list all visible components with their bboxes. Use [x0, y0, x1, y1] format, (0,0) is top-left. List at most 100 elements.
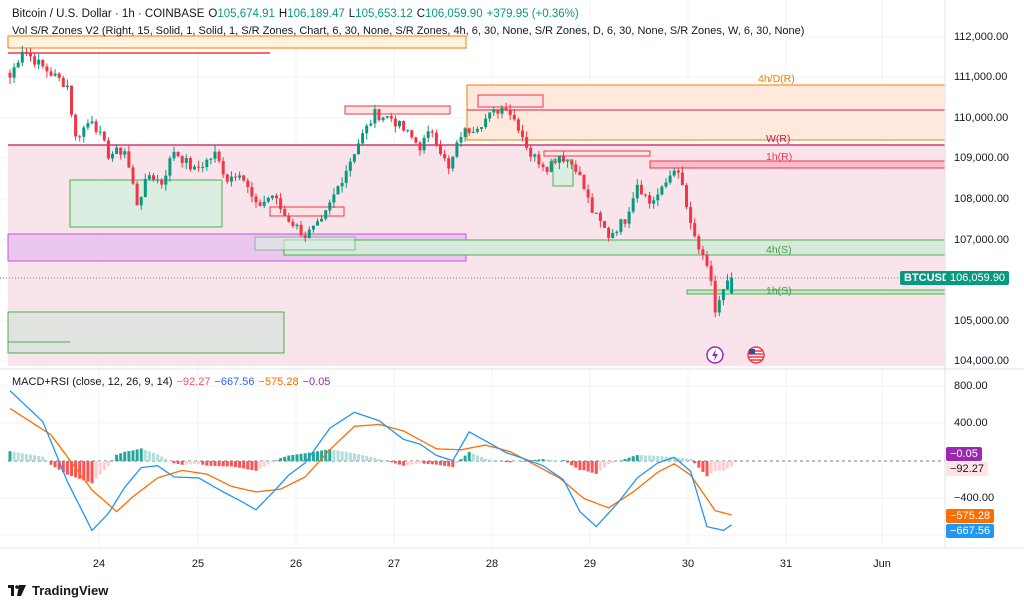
- histogram-bar: [533, 459, 537, 461]
- histogram-bar: [689, 458, 693, 461]
- histogram-bar: [20, 453, 24, 461]
- candle-body: [234, 176, 237, 178]
- candle-body: [525, 137, 529, 148]
- histogram-bar: [726, 461, 729, 469]
- candle-body: [631, 198, 635, 212]
- histogram-bar: [135, 449, 139, 461]
- candle-body: [29, 53, 32, 57]
- histogram-bar: [496, 460, 500, 462]
- candle-body: [537, 154, 541, 165]
- histogram-bar: [70, 461, 73, 477]
- histogram-bar: [705, 461, 709, 477]
- indicator-title[interactable]: Vol S/R Zones V2 (Right, 15, Solid, 1, S…: [12, 25, 805, 37]
- open-label: O: [208, 8, 218, 20]
- zone-top-resistance: [7, 35, 467, 49]
- candle-body: [37, 59, 41, 65]
- candle-body: [529, 147, 533, 157]
- histogram-bar: [78, 461, 82, 479]
- histogram-bar: [488, 459, 492, 461]
- candle-body: [348, 161, 352, 171]
- histogram-bar: [328, 449, 332, 461]
- histogram-bar: [504, 461, 508, 463]
- candle-body: [381, 117, 385, 121]
- candle-body: [24, 51, 28, 54]
- histogram-bar: [717, 461, 721, 471]
- candle-body: [369, 123, 373, 126]
- histogram-bar: [258, 461, 262, 469]
- histogram-bar: [106, 461, 110, 466]
- histogram-bar: [139, 448, 143, 461]
- tradingview-logo[interactable]: TradingView: [8, 583, 108, 598]
- histogram-bar: [348, 452, 352, 461]
- candle-body: [12, 67, 16, 78]
- candle-body: [582, 175, 586, 190]
- candle-body: [123, 151, 127, 155]
- symbol-title[interactable]: Bitcoin / U.S. Dollar · 1h · COINBASE: [12, 8, 205, 20]
- price-tick: 107,000.00: [954, 234, 1010, 246]
- event-icons[interactable]: [706, 346, 765, 364]
- candle-body: [115, 147, 119, 155]
- histogram-bar: [53, 461, 57, 468]
- candle-body: [603, 221, 606, 228]
- candle-body: [557, 155, 561, 163]
- zone-label-w-r: W(R): [766, 133, 791, 145]
- histogram-bar: [303, 453, 307, 461]
- histogram-bar: [373, 457, 377, 461]
- histogram-bar: [217, 461, 221, 467]
- histogram-bar: [123, 451, 127, 461]
- candle-body: [307, 229, 311, 238]
- candle-body: [467, 128, 471, 133]
- candle-body: [480, 127, 483, 129]
- histogram-bar: [676, 457, 680, 461]
- candle-body: [615, 231, 619, 233]
- histogram-bar: [500, 461, 504, 462]
- price-tick: 104,000.00: [954, 355, 1010, 367]
- macd-histogram: [8, 448, 734, 484]
- candle-body: [283, 208, 287, 216]
- histogram-bar: [644, 455, 647, 461]
- histogram-bar: [229, 461, 233, 467]
- candle-body: [279, 198, 283, 209]
- histogram-bar: [377, 458, 381, 461]
- signal-line: [9, 407, 732, 516]
- macd-title[interactable]: MACD+RSI (close, 12, 26, 9, 14): [12, 376, 173, 388]
- candle-body: [418, 142, 422, 151]
- candle-body: [521, 130, 524, 138]
- candle-body: [668, 175, 672, 183]
- zone-label-4h-s: 4h(S): [766, 244, 792, 256]
- histogram-bar: [611, 461, 615, 463]
- price-tick: 108,000.00: [954, 193, 1010, 205]
- histogram-bar: [279, 458, 283, 461]
- histogram-bar: [680, 458, 684, 461]
- candle-body: [484, 118, 488, 128]
- histogram-bar: [635, 455, 639, 461]
- candle-body: [65, 85, 69, 88]
- histogram-bar: [209, 461, 213, 466]
- histogram-bar: [545, 459, 549, 461]
- macd-value: −667.56: [214, 376, 255, 388]
- candle-body: [471, 131, 475, 133]
- candle-body: [594, 212, 598, 214]
- histogram-bar: [115, 454, 119, 461]
- histogram-bar: [590, 461, 594, 473]
- candle-body: [455, 142, 459, 157]
- candle-body: [143, 179, 147, 198]
- histogram-bar: [119, 453, 123, 461]
- close-value: 106,059.90: [425, 8, 483, 20]
- histogram-bar: [299, 453, 303, 461]
- date-tick: 26: [289, 558, 303, 570]
- histogram-bar: [570, 461, 574, 466]
- candle-body: [500, 107, 504, 114]
- candle-body: [352, 154, 356, 162]
- rsi-value: −0.05: [302, 376, 331, 388]
- candle-body: [652, 200, 656, 204]
- low-value: 105,653.12: [355, 8, 413, 20]
- candle-body: [303, 235, 307, 238]
- histogram-bar: [201, 461, 205, 465]
- histogram-bar: [393, 461, 397, 464]
- candle-body: [492, 109, 496, 113]
- candle-body: [184, 158, 188, 163]
- candle-body: [49, 71, 53, 76]
- histogram-bar: [246, 461, 250, 470]
